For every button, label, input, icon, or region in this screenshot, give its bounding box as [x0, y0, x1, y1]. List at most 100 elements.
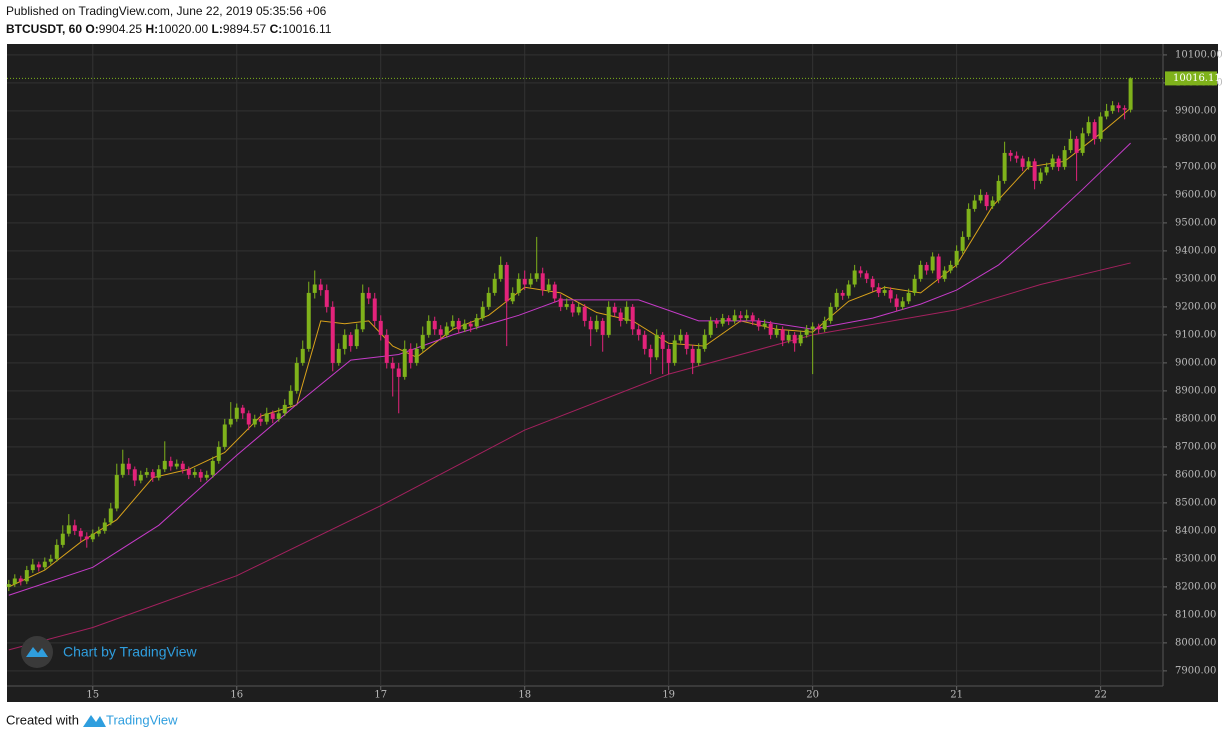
candle-body	[54, 544, 59, 559]
candle-body	[336, 348, 341, 363]
candle-body	[1110, 105, 1115, 111]
candle-body	[648, 348, 653, 358]
candle-body	[402, 348, 407, 377]
candle-body	[894, 298, 899, 307]
ohlc-label: H:	[145, 22, 159, 36]
candle-body	[564, 304, 569, 307]
footer-created: Created with	[6, 712, 79, 727]
ohlc-value: 10016.11	[282, 22, 332, 36]
candle-body	[588, 320, 593, 330]
candle-body	[1050, 158, 1055, 167]
candle-body	[1074, 138, 1079, 153]
candle-body	[324, 290, 329, 307]
footer-brand[interactable]: TradingView	[106, 712, 178, 727]
candle-body	[414, 348, 419, 363]
candle-body	[906, 292, 911, 302]
y-tick-label: 8500.00	[1175, 497, 1216, 508]
candle-body	[174, 463, 179, 467]
candle-body	[900, 301, 905, 307]
y-tick-label: 9700.00	[1175, 161, 1216, 172]
candle-body	[180, 463, 185, 470]
candle-body	[828, 306, 833, 321]
candle-body	[1056, 158, 1061, 167]
candle-body	[1104, 110, 1109, 117]
candle-body	[990, 200, 995, 207]
candle-body	[468, 323, 473, 327]
candle-body	[654, 334, 659, 358]
candle-body	[696, 348, 701, 363]
candle-body	[582, 306, 587, 321]
candle-body	[702, 334, 707, 349]
candle-body	[714, 320, 719, 324]
x-tick-label: 19	[662, 690, 675, 701]
candle-body	[984, 194, 989, 207]
candle-body	[780, 329, 785, 341]
candle-body	[876, 287, 881, 293]
grid: 7900.00 8000.00 8100.00 8200.00 8300.00 8400.…	[7, 44, 1223, 701]
candle-body	[834, 292, 839, 307]
candle-body	[132, 469, 137, 481]
candle-body	[1044, 166, 1049, 173]
candle-body	[1122, 108, 1127, 110]
candle-body	[594, 320, 599, 330]
candle-body	[882, 290, 887, 293]
candle-body	[708, 320, 713, 335]
candle-body	[1098, 116, 1103, 139]
y-tick-label: 9600.00	[1175, 189, 1216, 200]
candle-body	[30, 564, 35, 571]
candle-body	[1062, 150, 1067, 167]
y-tick-label: 8800.00	[1175, 413, 1216, 424]
footer-logo	[83, 715, 106, 727]
y-tick-label: 9900.00	[1175, 105, 1216, 116]
candle-body	[162, 460, 167, 470]
candle-body	[396, 368, 401, 377]
candle-body	[966, 208, 971, 237]
candle-body	[570, 304, 575, 313]
candle-body	[762, 323, 767, 327]
candle-body	[798, 334, 803, 344]
candle-body	[168, 460, 173, 467]
candle-body	[24, 570, 29, 582]
candle-body	[774, 329, 779, 335]
candle-body	[42, 561, 47, 568]
y-tick-label: 9800.00	[1175, 133, 1216, 144]
candle-body	[1116, 105, 1121, 109]
candle-body	[102, 522, 107, 531]
candle-body	[858, 270, 863, 274]
candle-body	[888, 290, 893, 299]
candle-body	[840, 292, 845, 296]
candle-body	[1080, 133, 1085, 153]
candle-body	[78, 530, 83, 537]
candle-body	[624, 306, 629, 321]
candle-body	[492, 278, 497, 293]
candle-body	[6, 584, 11, 587]
candle-body	[84, 536, 89, 540]
candle-body	[546, 284, 551, 291]
candle-body	[210, 460, 215, 475]
ohlc-label: L:	[211, 22, 223, 36]
last-price-box	[1165, 71, 1217, 86]
candle-body	[1068, 138, 1073, 151]
ohlc-label: C:	[269, 22, 283, 36]
candle-body	[372, 298, 377, 321]
candle-body	[408, 348, 413, 363]
candle-body	[480, 306, 485, 319]
candle-body	[342, 334, 347, 349]
candle-body	[936, 256, 941, 279]
candle-body	[294, 362, 299, 391]
y-tick-label: 9000.00	[1175, 357, 1216, 368]
candle-body	[720, 318, 725, 324]
candle-body	[426, 320, 431, 335]
x-tick-label: 20	[806, 690, 819, 701]
candle-body	[12, 578, 17, 585]
candle-body	[846, 284, 851, 296]
candle-body	[270, 413, 275, 419]
candle-body	[450, 320, 455, 327]
watermark-logo-icon	[26, 647, 48, 657]
candle-body	[870, 278, 875, 288]
candle-body	[822, 320, 827, 330]
candle-body	[156, 469, 161, 478]
candle-body	[60, 533, 65, 545]
